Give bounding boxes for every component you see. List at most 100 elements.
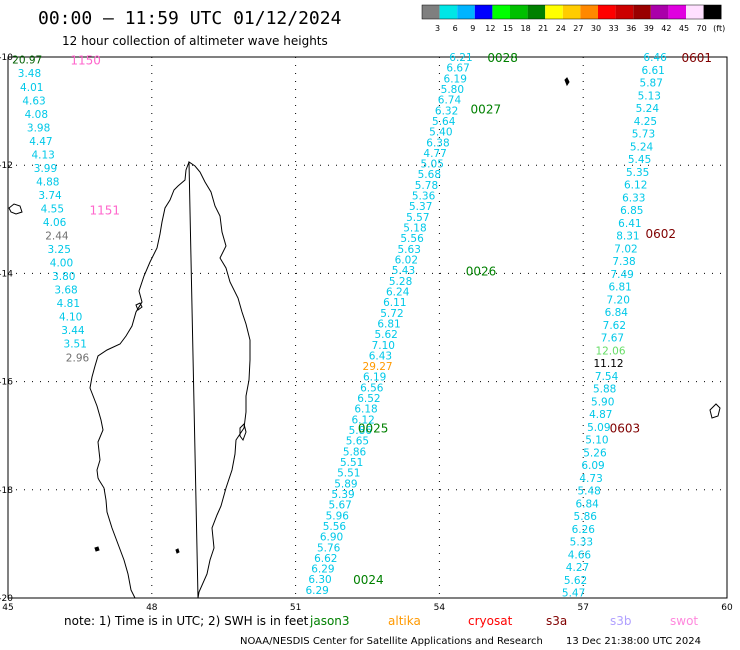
lon-tick-label: 60 bbox=[721, 603, 733, 613]
wave-height-value: 6.19 bbox=[444, 73, 467, 85]
wave-height-value: 4.25 bbox=[634, 116, 657, 128]
scale-swatch bbox=[703, 5, 722, 19]
legend-item-s3b: s3b bbox=[610, 614, 632, 628]
axis-labels: 45 48 51 54 57 60 -10 -12 -14 -16 -18 -20 bbox=[0, 53, 733, 613]
small-island bbox=[8, 203, 23, 215]
wave-height-value: 5.43 bbox=[392, 265, 415, 277]
wave-height-value: 7.54 bbox=[595, 371, 619, 383]
wave-height-value: 3.99 bbox=[34, 163, 57, 175]
lon-tick-label: 57 bbox=[577, 603, 588, 613]
wave-height-value: 6.38 bbox=[426, 137, 449, 149]
wave-height-value: 5.35 bbox=[626, 167, 649, 179]
wave-height-color-scale: 3 6 9 12 15 18 21 24 27 30 33 36 39 42 45 70 (ft) bbox=[421, 4, 725, 33]
wave-height-value: 5.18 bbox=[403, 223, 426, 235]
pass-label-0028: 0028 bbox=[487, 51, 518, 65]
pass-label-1151: 1151 bbox=[89, 204, 120, 218]
lon-tick-label: 51 bbox=[290, 603, 301, 613]
madagascar-coastline bbox=[89, 161, 251, 599]
wave-height-value: 6.74 bbox=[438, 95, 462, 107]
scale-swatch bbox=[510, 5, 528, 19]
wave-height-value: 5.13 bbox=[638, 90, 661, 102]
satellite-legend: jason3 altika cryosat s3a s3b swot bbox=[309, 614, 698, 628]
pass-label-0603: 0603 bbox=[610, 422, 641, 436]
wave-height-value: 5.65 bbox=[346, 436, 369, 448]
legend-item-swot: swot bbox=[670, 614, 698, 628]
small-island bbox=[239, 423, 247, 442]
wave-height-value: 5.96 bbox=[326, 510, 350, 522]
pass-label-1150: 1150 bbox=[70, 54, 101, 68]
scale-label: 33 bbox=[609, 24, 619, 33]
wave-height-value: 5.86 bbox=[574, 511, 598, 523]
wave-height-value: 4.13 bbox=[31, 149, 54, 161]
wave-height-value: 6.90 bbox=[320, 532, 343, 544]
wave-height-value: 6.29 bbox=[311, 564, 334, 576]
wave-height-value: 7.67 bbox=[601, 333, 624, 345]
scale-swatch bbox=[668, 5, 686, 19]
scale-label: 30 bbox=[591, 24, 601, 33]
wave-height-value: 6.30 bbox=[308, 574, 331, 586]
lon-tick-label: 45 bbox=[2, 603, 13, 613]
wave-height-value: 5.28 bbox=[389, 276, 412, 288]
scale-swatch bbox=[650, 5, 669, 19]
wave-height-value: 5.48 bbox=[577, 486, 600, 498]
wave-height-value: 6.19 bbox=[363, 372, 386, 384]
wave-height-value: 5.05 bbox=[421, 159, 444, 171]
wave-height-value: 4.00 bbox=[50, 258, 73, 270]
wave-height-value: 5.78 bbox=[415, 180, 438, 192]
wave-height-value: 4.87 bbox=[589, 409, 612, 421]
wave-height-value: 6.85 bbox=[620, 205, 643, 217]
wave-height-value: 5.47 bbox=[562, 588, 585, 600]
scale-swatch bbox=[492, 5, 510, 19]
lat-tick-label: -18 bbox=[0, 486, 13, 496]
wave-height-value: 3.74 bbox=[38, 190, 62, 202]
wave-height-value: 4.10 bbox=[59, 312, 82, 324]
wave-height-value: 6.84 bbox=[605, 307, 629, 319]
wave-height-value: 5.36 bbox=[412, 191, 436, 203]
credit-timestamp: 13 Dec 21:38:00 UTC 2024 bbox=[566, 636, 701, 647]
scale-swatch bbox=[527, 5, 546, 19]
wave-height-value: 5.37 bbox=[409, 201, 432, 213]
map-subtitle: 12 hour collection of altimeter wave hei… bbox=[62, 34, 328, 48]
wave-height-value: 5.68 bbox=[418, 169, 441, 181]
wave-height-value: 4.63 bbox=[22, 95, 45, 107]
wave-height-value: 5.86 bbox=[343, 446, 367, 458]
wave-height-value: 6.09 bbox=[581, 460, 604, 472]
wave-height-value: 5.51 bbox=[340, 457, 363, 469]
wave-height-value: 5.87 bbox=[640, 78, 663, 90]
wave-height-value: 8.31 bbox=[616, 231, 639, 243]
wave-height-value: 5.56 bbox=[323, 521, 347, 533]
small-island bbox=[564, 77, 570, 87]
credit-organization: NOAA/NESDIS Center for Satellite Applica… bbox=[240, 636, 543, 647]
wave-height-value: 4.47 bbox=[29, 136, 52, 148]
wave-height-value: 5.73 bbox=[632, 129, 655, 141]
scale-label: 45 bbox=[679, 24, 689, 33]
wave-height-value: 7.10 bbox=[372, 340, 395, 352]
legend-item-altika: altika bbox=[388, 614, 421, 628]
wave-height-value: 5.72 bbox=[380, 308, 403, 320]
small-island bbox=[709, 403, 721, 419]
wave-height-value: 6.33 bbox=[622, 192, 645, 204]
wave-height-value: 5.63 bbox=[398, 244, 421, 256]
wave-height-value: 5.88 bbox=[593, 384, 616, 396]
wave-height-value: 6.61 bbox=[641, 65, 664, 77]
wave-height-value: 5.57 bbox=[406, 212, 429, 224]
scale-label: 12 bbox=[485, 24, 495, 33]
track-0028-0024: 6.216.676.195.806.746.325.645.406.384.77… bbox=[305, 52, 472, 597]
wave-height-value: 7.49 bbox=[610, 269, 633, 281]
wave-height-value: 3.44 bbox=[61, 325, 85, 337]
wave-height-value: 4.77 bbox=[423, 148, 446, 160]
wave-height-value: 11.12 bbox=[594, 358, 624, 370]
wave-height-value: 6.11 bbox=[383, 297, 406, 309]
map-title: 00:00 – 11:59 UTC 01/12/2024 bbox=[38, 8, 341, 29]
wave-height-value: 4.66 bbox=[568, 549, 592, 561]
wave-height-value: 6.84 bbox=[575, 498, 599, 510]
wave-height-value: 6.46 bbox=[643, 52, 667, 64]
wave-height-value: 3.25 bbox=[48, 244, 71, 256]
wave-height-value: 29.27 bbox=[363, 361, 393, 373]
units-note: note: 1) Time is in UTC; 2) SWH is in fe… bbox=[64, 614, 309, 628]
wave-height-value: 5.80 bbox=[441, 84, 464, 96]
scale-label: 6 bbox=[453, 24, 458, 33]
wave-height-value: 6.52 bbox=[357, 393, 380, 405]
wave-height-value: 6.81 bbox=[608, 282, 631, 294]
wave-height-value: 5.09 bbox=[587, 422, 610, 434]
